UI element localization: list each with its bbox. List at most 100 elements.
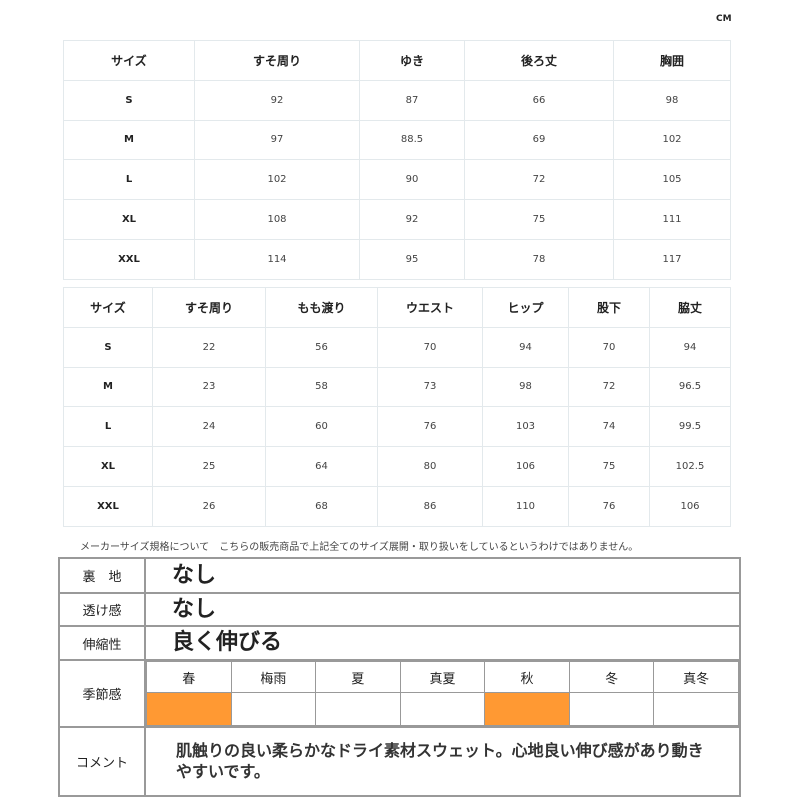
season-name: 真夏 xyxy=(399,661,486,693)
season-indicator xyxy=(484,692,570,726)
table-row: XXL 114 95 78 117 xyxy=(63,238,731,280)
table-row: L 102 90 72 105 xyxy=(63,159,731,201)
header-row: サイズ すそ周り ゆき 後ろ丈 胸囲 xyxy=(63,40,731,81)
column-header: すそ周り xyxy=(194,40,360,81)
season-row: 季節感 春梅雨夏真夏秋冬真冬 xyxy=(58,659,741,728)
stretch-value: 良く伸びる xyxy=(144,625,741,661)
column-header: 胸囲 xyxy=(613,40,731,81)
table-cell: 69 xyxy=(464,119,614,161)
product-info-table: 裏 地なし 透け感 なし 伸縮性 良く伸びる 季節感 春梅雨夏真夏秋冬真冬 コメント… xyxy=(58,557,741,797)
lining-row: 裏 地なし xyxy=(58,557,741,594)
size-label: S xyxy=(63,326,153,368)
column-header: ゆき xyxy=(359,40,465,81)
top-size-table: サイズ すそ周り ゆき 後ろ丈 胸囲 S 92 87 66 98 M 97 88.5 69 102 L 102 9… xyxy=(63,40,731,280)
size-label: S xyxy=(63,79,195,121)
unit-label: CM xyxy=(716,14,732,24)
table-cell: 56 xyxy=(265,326,378,368)
comment-row: コメント 肌触りの良い柔らかなドライ素材スウェット。心地良い伸び感があり動きやすい… xyxy=(58,726,741,797)
column-header: 股下 xyxy=(568,287,650,328)
column-header: 後ろ丈 xyxy=(464,40,614,81)
table-cell: 94 xyxy=(649,326,731,368)
column-header: 脇丈 xyxy=(649,287,731,328)
table-cell: 102 xyxy=(194,159,360,201)
table-cell: 73 xyxy=(377,366,483,408)
season-name: 真冬 xyxy=(653,661,739,693)
size-note: メーカーサイズ規格について こちらの販売商品で上記全てのサイズ展開・取り扱いをし… xyxy=(80,542,639,553)
column-header: ウエスト xyxy=(377,287,483,328)
table-cell: 66 xyxy=(464,79,614,121)
table-cell: 78 xyxy=(464,238,614,280)
table-cell: 106 xyxy=(482,446,569,487)
season-name: 夏 xyxy=(315,661,401,693)
table-row: XXL 26 68 86 110 76 106 xyxy=(63,485,731,527)
size-label: M xyxy=(63,366,153,408)
table-cell: 92 xyxy=(359,199,465,240)
table-row: M 23 58 73 98 72 96.5 xyxy=(63,366,731,408)
table-cell: 58 xyxy=(265,366,378,408)
table-cell: 88.5 xyxy=(359,119,465,161)
size-label: M xyxy=(63,119,195,161)
table-cell: 24 xyxy=(152,406,266,448)
table-cell: 70 xyxy=(568,326,650,368)
column-header: すそ周り xyxy=(152,287,266,328)
table-cell: 86 xyxy=(377,485,483,527)
table-cell: 94 xyxy=(482,326,569,368)
table-row: L 24 60 76 103 74 99.5 xyxy=(63,406,731,448)
table-cell: 72 xyxy=(464,159,614,201)
table-cell: 106 xyxy=(649,485,731,527)
comment-value: 肌触りの良い柔らかなドライ素材スウェット。心地良い伸び感があり動きやすいです。 xyxy=(144,726,741,797)
table-cell: 102.5 xyxy=(649,446,731,487)
table-cell: 60 xyxy=(265,406,378,448)
lining-value: なし xyxy=(144,557,741,594)
table-row: S 22 56 70 94 70 94 xyxy=(63,326,731,368)
table-cell: 70 xyxy=(377,326,483,368)
table-cell: 80 xyxy=(377,446,483,487)
season-indicator xyxy=(230,692,317,726)
lining-label: 裏 地 xyxy=(58,557,146,594)
column-header: サイズ xyxy=(63,287,153,328)
table-cell: 108 xyxy=(194,199,360,240)
header-row: サイズ すそ周り もも渡り ウエスト ヒップ 股下 脇丈 xyxy=(63,287,731,328)
table-cell: 105 xyxy=(613,159,731,201)
table-cell: 114 xyxy=(194,238,360,280)
size-label: L xyxy=(63,406,153,448)
table-cell: 103 xyxy=(482,406,569,448)
season-name: 春 xyxy=(146,661,232,693)
table-cell: 75 xyxy=(464,199,614,240)
column-header: もも渡り xyxy=(265,287,378,328)
season-indicator xyxy=(399,692,486,726)
stretch-label: 伸縮性 xyxy=(58,625,146,661)
size-label: XL xyxy=(63,199,195,240)
table-cell: 96.5 xyxy=(649,366,731,408)
season-indicator xyxy=(653,692,739,726)
season-grid: 春梅雨夏真夏秋冬真冬 xyxy=(146,661,739,726)
bottom-size-table: サイズ すそ周り もも渡り ウエスト ヒップ 股下 脇丈 S 22 56 70 94 70 94 M 23 58… xyxy=(63,287,731,527)
table-cell: 25 xyxy=(152,446,266,487)
season-indicator xyxy=(315,692,401,726)
table-cell: 97 xyxy=(194,119,360,161)
season-name: 秋 xyxy=(484,661,570,693)
table-cell: 68 xyxy=(265,485,378,527)
table-cell: 64 xyxy=(265,446,378,487)
table-row: S 92 87 66 98 xyxy=(63,79,731,121)
stretch-row: 伸縮性 良く伸びる xyxy=(58,625,741,661)
season-name: 冬 xyxy=(568,661,655,693)
table-row: XL 108 92 75 111 xyxy=(63,199,731,240)
sheer-label: 透け感 xyxy=(58,592,146,627)
table-cell: 102 xyxy=(613,119,731,161)
table-row: M 97 88.5 69 102 xyxy=(63,119,731,161)
table-cell: 117 xyxy=(613,238,731,280)
table-cell: 76 xyxy=(568,485,650,527)
comment-label: コメント xyxy=(58,726,146,797)
season-indicator xyxy=(568,692,655,726)
table-cell: 72 xyxy=(568,366,650,408)
table-cell: 87 xyxy=(359,79,465,121)
size-label: XXL xyxy=(63,485,153,527)
size-label: XXL xyxy=(63,238,195,280)
table-cell: 111 xyxy=(613,199,731,240)
table-cell: 76 xyxy=(377,406,483,448)
size-label: XL xyxy=(63,446,153,487)
season-label: 季節感 xyxy=(58,659,146,728)
table-cell: 75 xyxy=(568,446,650,487)
table-row: XL 25 64 80 106 75 102.5 xyxy=(63,446,731,487)
